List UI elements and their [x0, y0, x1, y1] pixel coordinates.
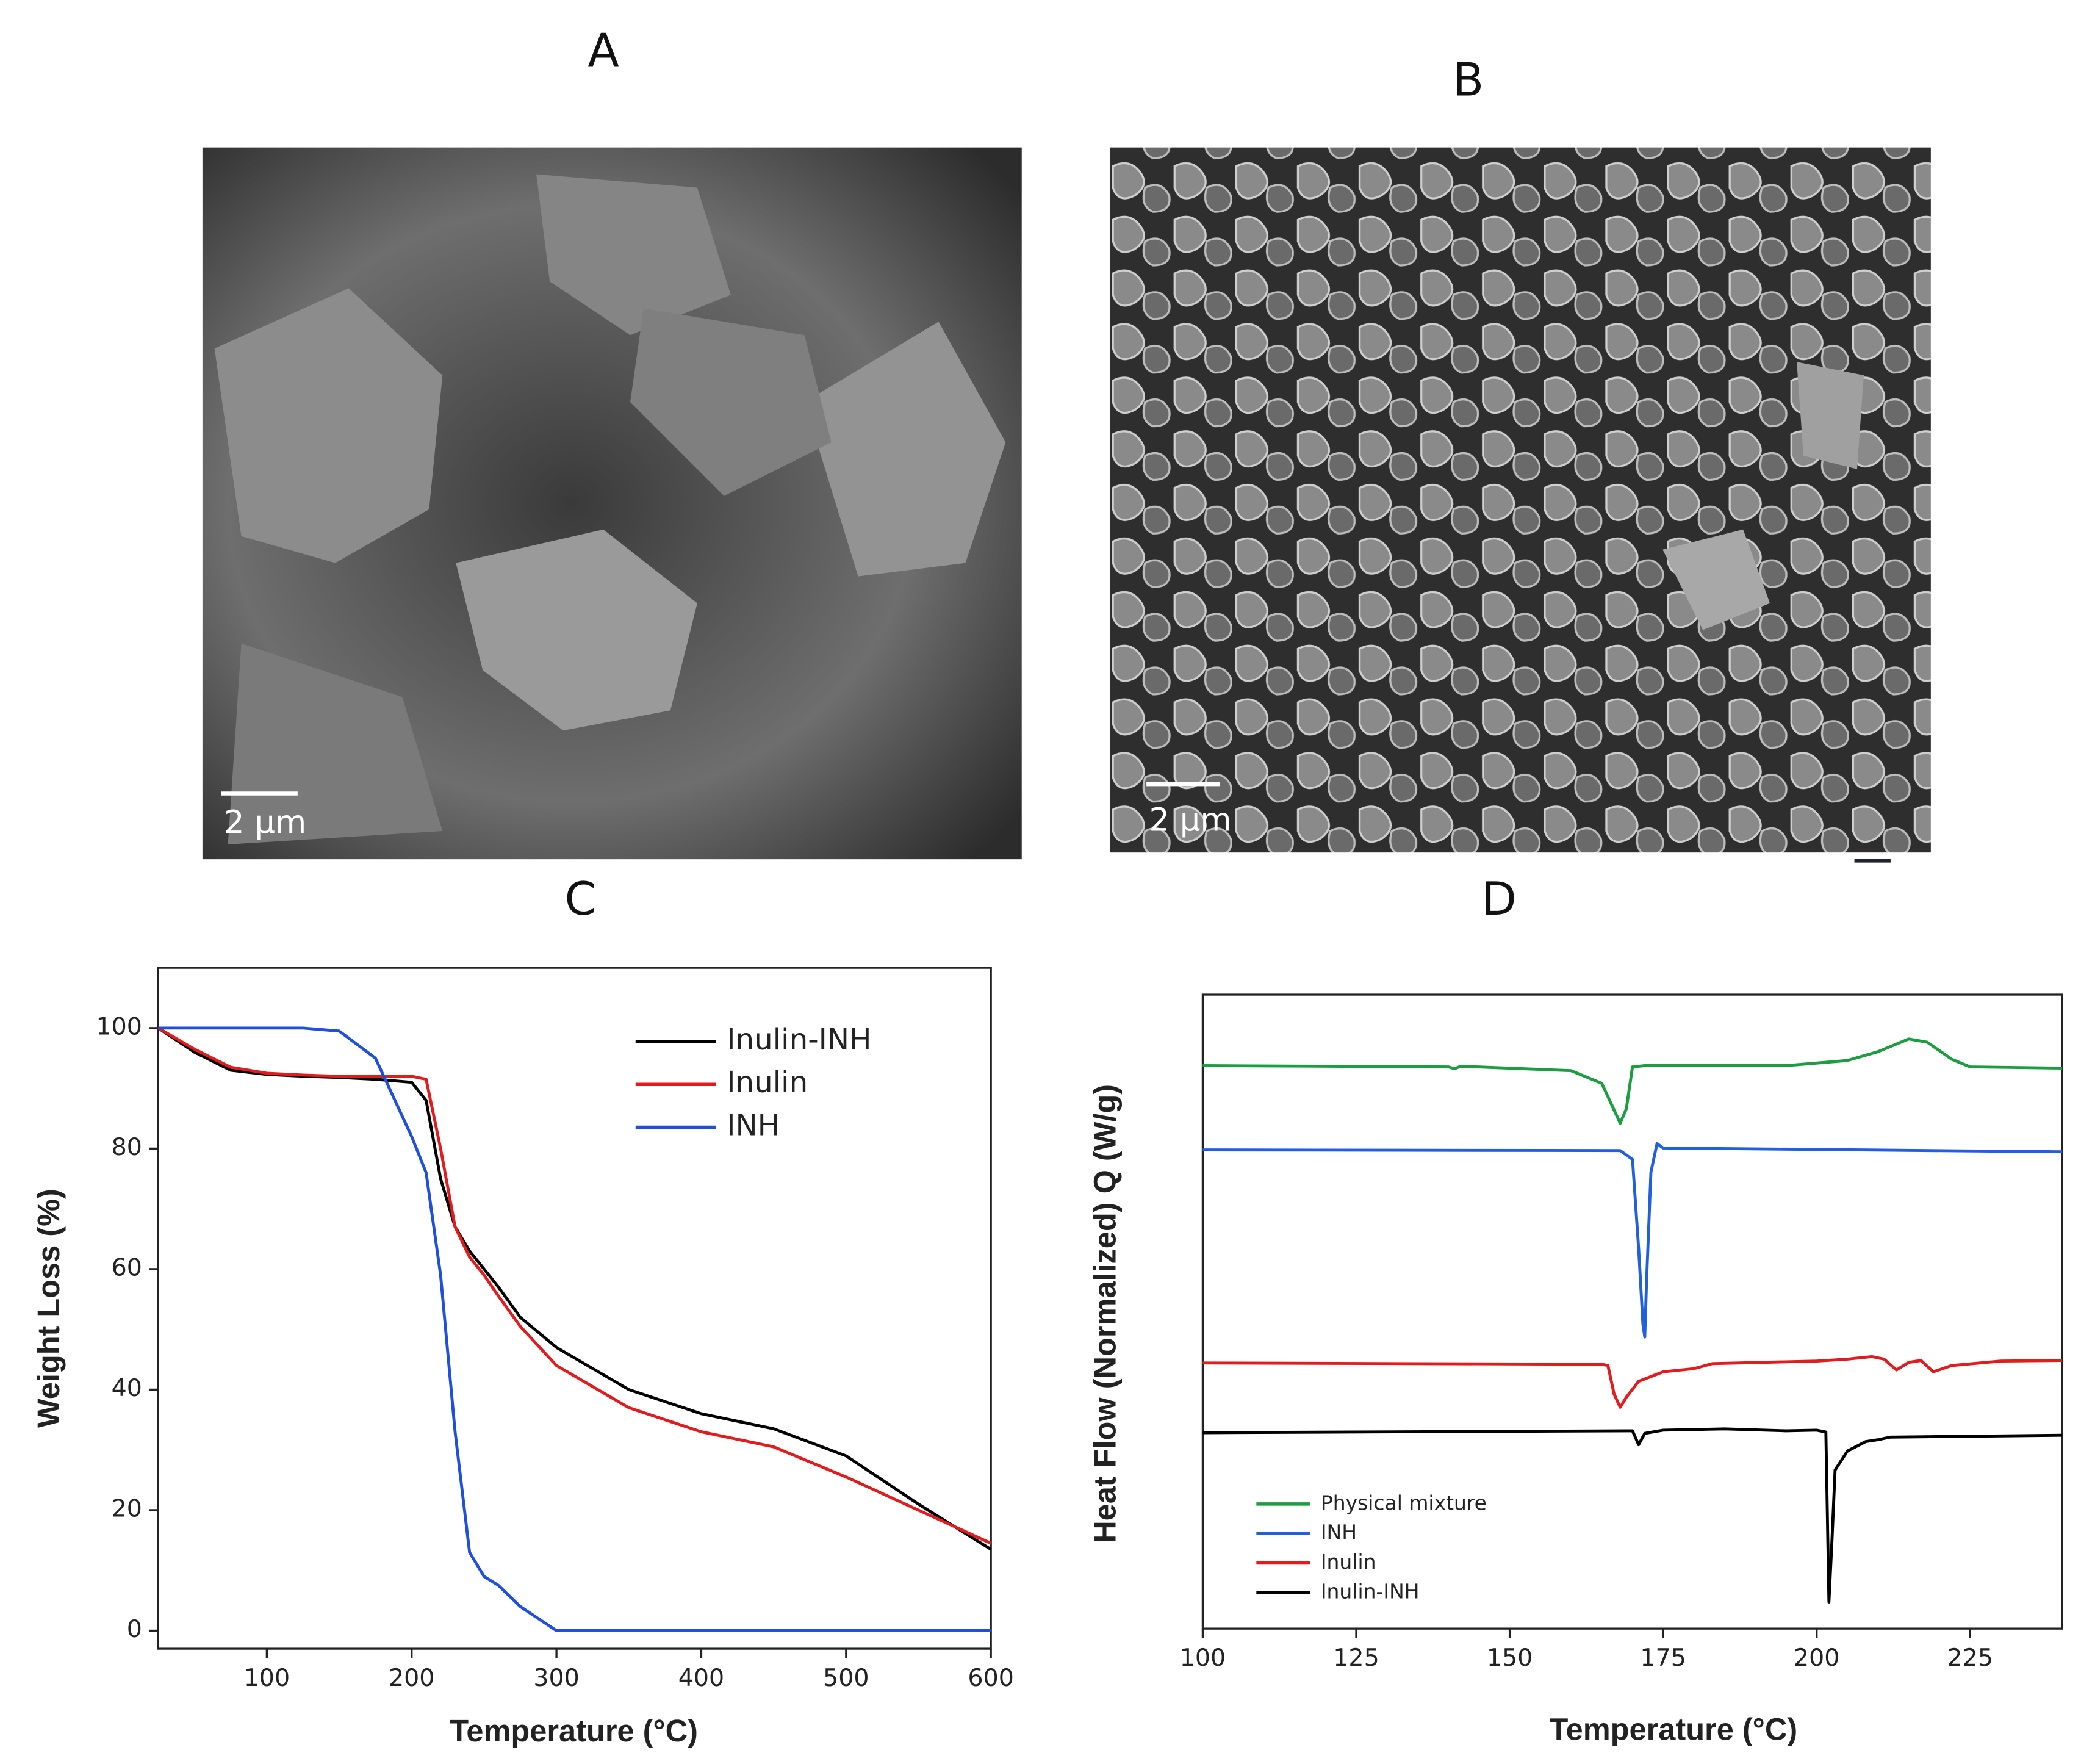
x-tick-label: 150	[1487, 1644, 1533, 1672]
y-tick-label: 80	[112, 1133, 142, 1161]
y-tick-label: 60	[112, 1253, 142, 1281]
x-tick-label: 400	[678, 1664, 725, 1692]
y-tick-label: 20	[112, 1494, 142, 1522]
x-tick-label: 100	[1180, 1644, 1226, 1672]
panel-label: D	[1481, 873, 1517, 926]
x-tick-label: 200	[1794, 1644, 1840, 1672]
data-line	[1202, 1037, 2063, 1125]
data-line	[158, 1026, 991, 1632]
plot-frame	[157, 967, 992, 1650]
legend-label: Inulin-INH	[1321, 1579, 1420, 1603]
sem-image: 2 μm	[1110, 147, 1931, 863]
data-line	[1202, 1142, 2063, 1339]
panel-label: A	[588, 24, 619, 77]
legend-label: INH	[1321, 1521, 1357, 1544]
y-tick-label: 0	[127, 1615, 142, 1643]
panel-label: C	[565, 873, 597, 926]
x-tick-label: 175	[1640, 1644, 1686, 1672]
data-line	[157, 1026, 992, 1551]
legend-label: Inulin	[727, 1065, 808, 1100]
x-tick-label: 300	[533, 1664, 580, 1692]
legend-label: Inulin	[1321, 1550, 1376, 1574]
legend-label: Inulin-INH	[727, 1023, 871, 1057]
x-axis-label: Temperature (°C)	[450, 1713, 698, 1748]
y-axis-label: Heat Flow (Normalized) Q (W/g)	[1088, 1084, 1123, 1543]
scale-bar-label: 2 μm	[224, 804, 306, 841]
x-tick-label: 500	[823, 1664, 869, 1692]
data-line	[157, 1026, 992, 1545]
x-tick-label: 200	[389, 1664, 435, 1692]
panel-label: B	[1453, 54, 1484, 107]
y-tick-label: 100	[96, 1012, 142, 1040]
data-line	[1202, 1427, 2063, 1604]
data-line	[1202, 1355, 2063, 1409]
legend-label: Physical mixture	[1321, 1491, 1487, 1514]
sem-image: 2 μm	[202, 147, 1022, 860]
y-tick-label: 40	[112, 1374, 142, 1402]
x-tick-label: 600	[968, 1664, 1014, 1692]
x-tick-label: 125	[1333, 1644, 1379, 1672]
scale-bar-label: 2 μm	[1149, 801, 1232, 838]
y-axis-label: Weight Loss (%)	[31, 1189, 66, 1428]
plot-frame	[1201, 993, 2063, 1630]
x-tick-label: 100	[244, 1664, 290, 1692]
x-axis-label: Temperature (°C)	[1550, 1712, 1798, 1747]
x-tick-label: 225	[1947, 1644, 1994, 1672]
legend-label: INH	[727, 1109, 780, 1143]
